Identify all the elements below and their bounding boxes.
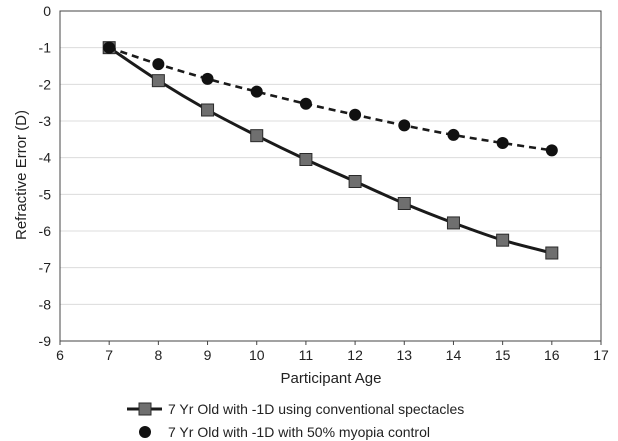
legend-label: 7 Yr Old with -1D with 50% myopia contro… <box>168 424 430 440</box>
x-tick-labels: 6 7 8 9 10 11 12 13 14 15 16 17 <box>56 347 609 363</box>
y-axis-title: Refractive Error (D) <box>13 110 30 240</box>
x-axis-title: Participant Age <box>281 370 382 387</box>
data-point <box>496 137 509 149</box>
data-point <box>201 103 215 117</box>
y-tick-labels: 0 -1 -2 -3 -4 -5 -6 -7 -8 -9 <box>39 3 52 349</box>
x-tick-label: 8 <box>154 347 162 363</box>
series-layer <box>102 41 559 260</box>
x-tick-label: 6 <box>56 347 64 363</box>
series-circle <box>103 41 558 157</box>
x-tick-label: 9 <box>204 347 212 363</box>
legend-label: 7 Yr Old with -1D using conventional spe… <box>168 401 464 417</box>
series-square <box>102 41 559 260</box>
y-tick-label: -1 <box>39 40 52 56</box>
data-point <box>349 108 362 121</box>
y-tick-label: -2 <box>39 76 52 92</box>
data-point <box>201 72 214 85</box>
x-tick-label: 17 <box>593 347 609 363</box>
plot-area-frame <box>59 10 602 342</box>
data-point <box>151 74 165 88</box>
y-tick-label: -9 <box>39 333 52 349</box>
legend-circle-marker <box>139 426 151 438</box>
y-tick-label: 0 <box>43 3 51 19</box>
y-tick-label: -7 <box>39 260 52 276</box>
data-point <box>545 246 559 260</box>
data-point <box>299 153 313 166</box>
x-ticks <box>59 341 602 345</box>
series-line <box>108 46 553 152</box>
data-point <box>103 41 116 54</box>
y-tick-label: -4 <box>39 150 52 166</box>
x-tick-label: 11 <box>299 347 314 363</box>
x-tick-label: 16 <box>544 347 560 363</box>
x-tick-label: 14 <box>446 347 462 363</box>
data-point <box>152 58 165 71</box>
legend-item: 7 Yr Old with -1D using conventional spe… <box>127 401 464 417</box>
data-point <box>348 175 362 188</box>
x-tick-label: 10 <box>249 347 265 363</box>
x-tick-label: 15 <box>495 347 511 363</box>
data-point <box>545 144 558 157</box>
x-tick-label: 13 <box>396 347 412 363</box>
x-tick-label: 7 <box>105 347 113 363</box>
data-point <box>446 216 460 230</box>
y-tick-label: -5 <box>39 186 52 202</box>
series-line <box>108 46 553 255</box>
legend: 7 Yr Old with -1D using conventional spe… <box>127 401 464 440</box>
data-point <box>397 197 411 210</box>
data-point <box>299 97 312 110</box>
y-tick-label: -3 <box>39 113 52 129</box>
data-point <box>496 233 510 247</box>
data-point <box>447 128 460 141</box>
y-tick-label: -6 <box>39 223 52 239</box>
y-tick-label: -8 <box>39 296 52 312</box>
data-point <box>250 129 264 143</box>
data-point <box>398 119 411 132</box>
grid-lines <box>60 10 601 342</box>
legend-item: 7 Yr Old with -1D with 50% myopia contro… <box>139 424 430 440</box>
legend-square-marker <box>138 402 152 416</box>
x-tick-label: 12 <box>347 347 363 363</box>
data-point <box>250 85 263 98</box>
